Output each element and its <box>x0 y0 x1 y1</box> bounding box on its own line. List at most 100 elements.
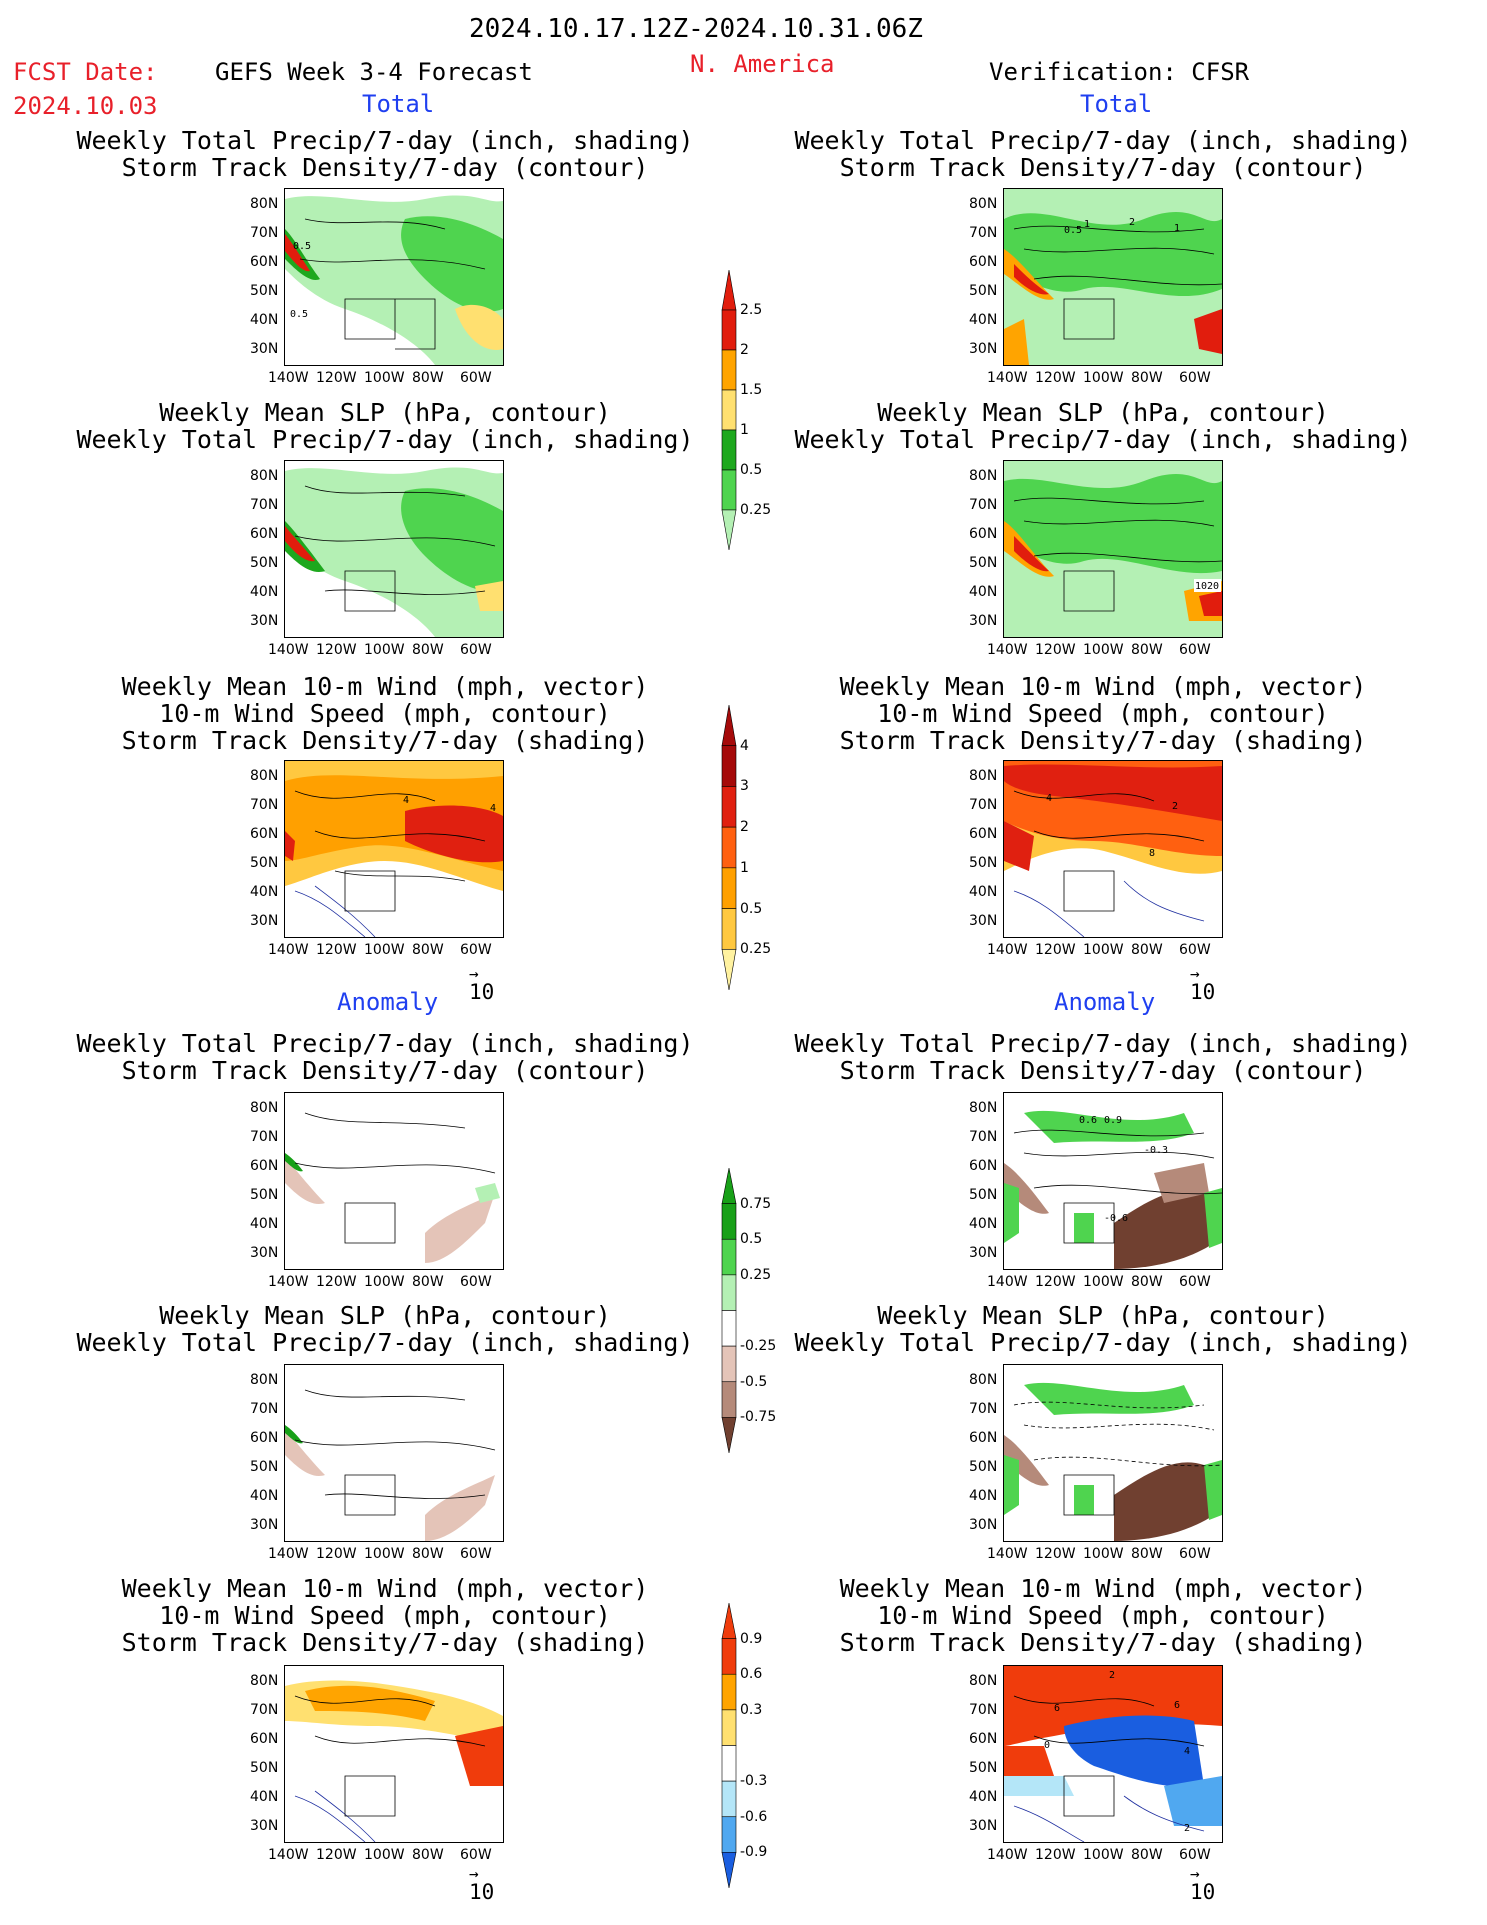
map-fc-slp-precip <box>284 460 504 638</box>
verification-title: Verification: CFSR <box>989 58 1250 86</box>
lon-tick-label: 60W <box>460 370 492 386</box>
lon-tick-label: 60W <box>1179 1274 1211 1290</box>
colorbar-swatch <box>721 826 737 869</box>
colorbar-label: -0.75 <box>740 1409 777 1426</box>
colorbar-cap <box>721 1417 737 1454</box>
lat-tick-label: 50N <box>969 855 998 871</box>
lat-tick-label: 80N <box>250 196 279 212</box>
lon-tick-label: 140W <box>987 1274 1028 1290</box>
title-ob-precip-track: Weekly Total Precip/7-day (inch, shading… <box>794 126 1412 182</box>
title-fc-precip-track: Weekly Total Precip/7-day (inch, shading… <box>76 126 694 182</box>
lon-tick-label: 80W <box>1131 370 1163 386</box>
lat-tick-label: 80N <box>250 1372 279 1388</box>
colorbar-swatch <box>721 429 737 471</box>
lon-tick-label: 140W <box>268 942 309 958</box>
section-anomaly-right: Anomaly <box>1054 988 1156 1016</box>
colorbar-label: -0.3 <box>740 1773 768 1790</box>
lat-tick-label: 70N <box>969 225 998 241</box>
colorbar-label: 0.6 <box>740 1666 763 1683</box>
lat-tick-label: 40N <box>250 1789 279 1805</box>
lat-tick-label: 70N <box>250 225 279 241</box>
lon-tick-label: 80W <box>1131 1274 1163 1290</box>
colorbar-swatch <box>721 908 737 950</box>
lon-tick-label: 120W <box>316 642 357 658</box>
lat-tick-label: 80N <box>250 1673 279 1689</box>
colorbar-label: 0.9 <box>740 1630 763 1647</box>
lon-tick-label: 140W <box>987 642 1028 658</box>
colorbar-cap <box>721 509 737 551</box>
lat-tick-label: 80N <box>969 196 998 212</box>
lat-tick-label: 50N <box>969 1459 998 1475</box>
lat-tick-label: 40N <box>250 1216 279 1232</box>
lat-tick-label: 50N <box>250 555 279 571</box>
lat-tick-label: 50N <box>250 1187 279 1203</box>
lat-tick-label: 60N <box>250 1158 279 1174</box>
lat-tick-label: 30N <box>250 1818 279 1834</box>
colorbar-swatch <box>721 1673 737 1711</box>
lon-tick-label: 60W <box>460 1847 492 1863</box>
colorbar-label: -0.6 <box>740 1808 768 1825</box>
colorbar-label: 4 <box>740 737 749 754</box>
lat-tick-label: 70N <box>250 1702 279 1718</box>
lon-tick-label: 100W <box>1083 1847 1124 1863</box>
lat-tick-label: 60N <box>969 826 998 842</box>
colorbar-label: 0.3 <box>740 1701 763 1718</box>
contour-label: 4 <box>1046 793 1052 804</box>
lat-tick-label: 30N <box>250 613 279 629</box>
lat-tick-label: 60N <box>969 1731 998 1747</box>
colorbar-track-anom <box>721 1602 737 1889</box>
lat-tick-label: 40N <box>969 1216 998 1232</box>
lon-tick-label: 80W <box>1131 1847 1163 1863</box>
lon-tick-label: 100W <box>364 642 405 658</box>
lat-tick-label: 60N <box>250 254 279 270</box>
lat-tick-label: 30N <box>969 613 998 629</box>
colorbar-label: 3 <box>740 778 749 795</box>
lat-tick-label: 50N <box>969 1760 998 1776</box>
colorbar-label: 0.5 <box>740 900 763 917</box>
colorbar-label: -0.5 <box>740 1373 768 1390</box>
lon-tick-label: 100W <box>1083 642 1124 658</box>
lat-tick-label: 30N <box>250 913 279 929</box>
lat-tick-label: 60N <box>250 526 279 542</box>
lon-tick-label: 60W <box>1179 942 1211 958</box>
lat-tick-label: 80N <box>250 768 279 784</box>
colorbar-precip-total <box>721 269 737 551</box>
lat-tick-label: 50N <box>250 1459 279 1475</box>
lon-tick-label: 100W <box>1083 942 1124 958</box>
colorbar-label: 2 <box>740 819 749 836</box>
lat-tick-label: 40N <box>250 884 279 900</box>
title-fc-anom-precip-track: Weekly Total Precip/7-day (inch, shading… <box>76 1029 694 1085</box>
contour-label: 0.5 <box>290 309 308 320</box>
lon-tick-label: 60W <box>460 1546 492 1562</box>
lon-tick-label: 100W <box>364 1274 405 1290</box>
lat-tick-label: 30N <box>969 913 998 929</box>
lat-tick-label: 50N <box>969 555 998 571</box>
contour-label: 2 <box>1184 1823 1190 1834</box>
date-range: 2024.10.17.12Z-2024.10.31.06Z <box>469 14 923 44</box>
lon-tick-label: 80W <box>412 1847 444 1863</box>
lon-tick-label: 140W <box>268 1546 309 1562</box>
lon-tick-label: 140W <box>987 370 1028 386</box>
lat-tick-label: 40N <box>969 312 998 328</box>
lat-tick-label: 70N <box>250 797 279 813</box>
colorbar-label: 1.5 <box>740 382 763 398</box>
lat-tick-label: 30N <box>250 1517 279 1533</box>
colorbar-track-total <box>721 704 737 991</box>
lon-tick-label: 120W <box>1035 1546 1076 1562</box>
lon-tick-label: 80W <box>1131 942 1163 958</box>
lon-tick-label: 100W <box>364 942 405 958</box>
title-ob-anom-precip-track: Weekly Total Precip/7-day (inch, shading… <box>794 1029 1412 1085</box>
lon-tick-label: 120W <box>316 1274 357 1290</box>
lat-tick-label: 70N <box>250 1401 279 1417</box>
title-ob-anom-wind: Weekly Mean 10-m Wind (mph, vector) 10-m … <box>839 1574 1367 1657</box>
lat-tick-label: 50N <box>250 855 279 871</box>
lat-tick-label: 40N <box>969 884 998 900</box>
lat-tick-label: 70N <box>969 1129 998 1145</box>
title-fc-wind: Weekly Mean 10-m Wind (mph, vector) 10-m … <box>121 672 649 755</box>
lon-tick-label: 60W <box>1179 1546 1211 1562</box>
colorbar-label: 0.5 <box>740 1231 763 1248</box>
contour-label: 0.6 <box>1079 1115 1097 1126</box>
lat-tick-label: 80N <box>969 768 998 784</box>
title-ob-wind: Weekly Mean 10-m Wind (mph, vector) 10-m … <box>839 672 1367 755</box>
lon-tick-label: 60W <box>460 1274 492 1290</box>
